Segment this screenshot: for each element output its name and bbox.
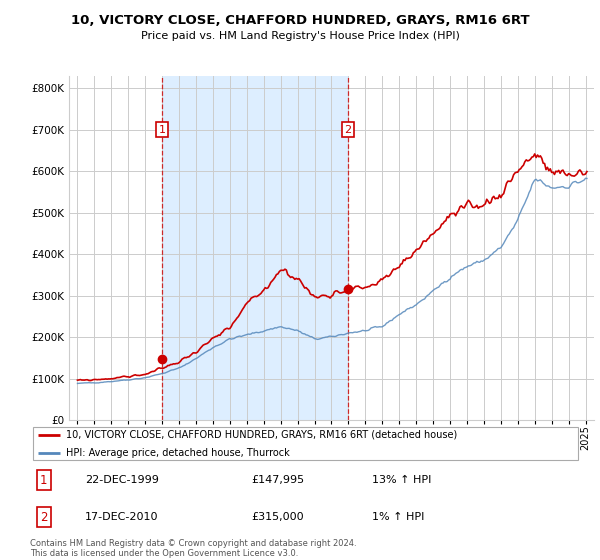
Text: Price paid vs. HM Land Registry's House Price Index (HPI): Price paid vs. HM Land Registry's House …	[140, 31, 460, 41]
FancyBboxPatch shape	[33, 427, 578, 460]
Text: HPI: Average price, detached house, Thurrock: HPI: Average price, detached house, Thur…	[66, 448, 290, 458]
Text: 10, VICTORY CLOSE, CHAFFORD HUNDRED, GRAYS, RM16 6RT: 10, VICTORY CLOSE, CHAFFORD HUNDRED, GRA…	[71, 14, 529, 27]
Text: £315,000: £315,000	[251, 512, 304, 522]
Text: 13% ↑ HPI: 13% ↑ HPI	[372, 475, 431, 485]
Text: 2: 2	[40, 511, 47, 524]
Text: 2: 2	[344, 124, 352, 134]
Text: 17-DEC-2010: 17-DEC-2010	[85, 512, 158, 522]
Text: 1: 1	[40, 474, 47, 487]
Bar	[162, 76, 348, 420]
Text: 10, VICTORY CLOSE, CHAFFORD HUNDRED, GRAYS, RM16 6RT (detached house): 10, VICTORY CLOSE, CHAFFORD HUNDRED, GRA…	[66, 430, 457, 440]
Text: Contains HM Land Registry data © Crown copyright and database right 2024.
This d: Contains HM Land Registry data © Crown c…	[30, 539, 356, 558]
Text: 1% ↑ HPI: 1% ↑ HPI	[372, 512, 425, 522]
Text: 1: 1	[158, 124, 166, 134]
Text: 22-DEC-1999: 22-DEC-1999	[85, 475, 159, 485]
Text: £147,995: £147,995	[251, 475, 304, 485]
